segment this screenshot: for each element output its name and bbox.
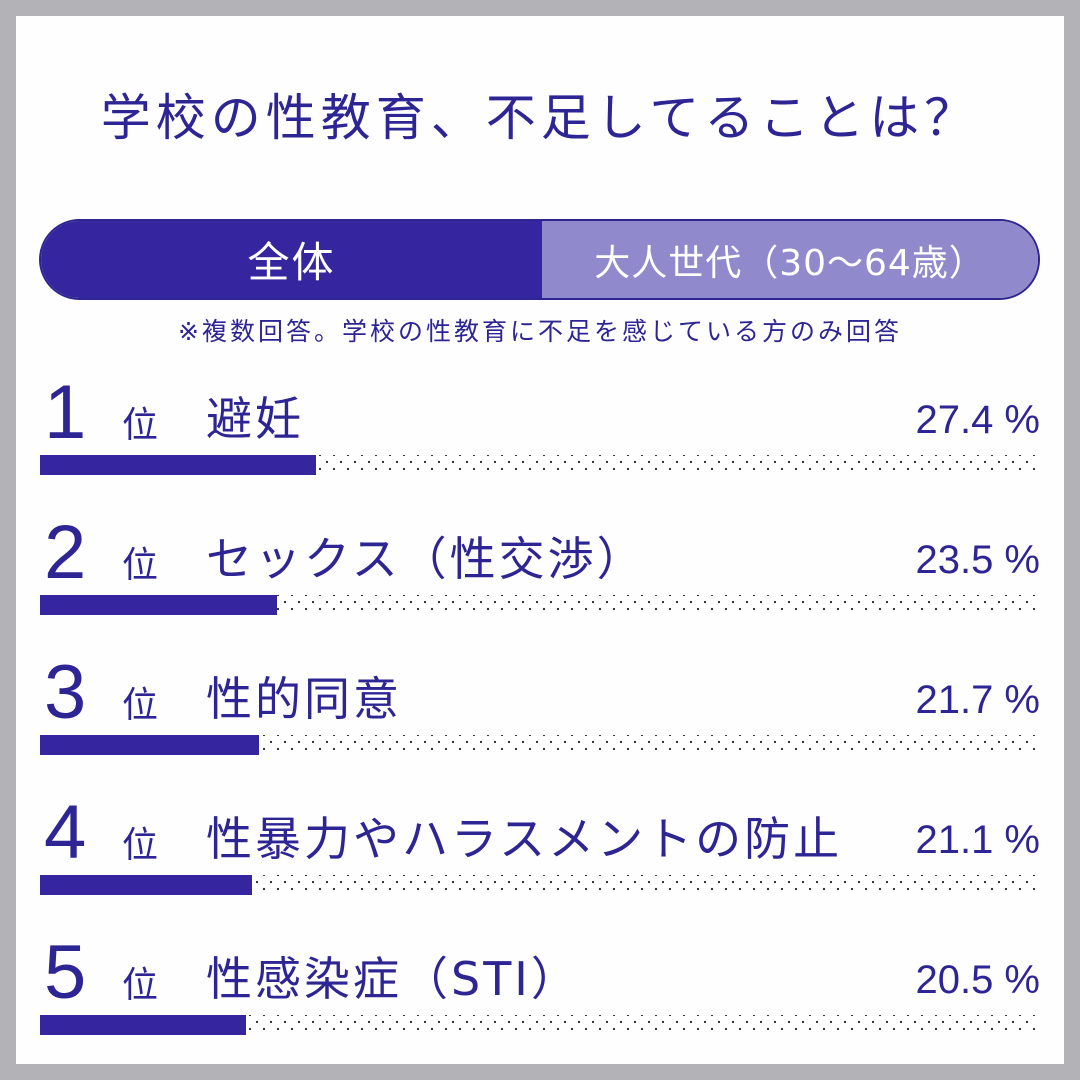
item-label: 性的同意	[206, 672, 402, 726]
value-bar	[40, 595, 277, 615]
rank-suffix: 位	[122, 965, 159, 1006]
rank-number: 5	[44, 930, 87, 1015]
percentage-value: 27.4 %	[915, 398, 1040, 442]
segment-toggle[interactable]: 全体 大人世代（30〜64歳）	[39, 219, 1040, 300]
ranking-row: 3 位 性的同意 21.7 %	[40, 650, 1040, 768]
chart-title: 学校の性教育、不足してることは？	[100, 89, 980, 147]
bar-track	[40, 735, 1040, 755]
rank-suffix: 位	[122, 545, 159, 586]
item-label: 性感染症（STI）	[206, 952, 580, 1006]
percentage-value: 21.1 %	[915, 818, 1040, 862]
ranking-row: 5 位 性感染症（STI） 20.5 %	[40, 930, 1040, 1048]
bar-track	[40, 455, 1040, 475]
rank-number: 1	[44, 370, 87, 455]
item-label: 性暴力やハラスメントの防止	[206, 812, 843, 866]
item-label: セックス（性交渉）	[206, 532, 646, 586]
rank-suffix: 位	[122, 405, 159, 446]
percentage-value: 20.5 %	[915, 958, 1040, 1002]
toggle-all-button[interactable]: 全体	[41, 221, 542, 298]
bar-track	[40, 1015, 1040, 1035]
percentage-value: 23.5 %	[915, 538, 1040, 582]
footnote: ※複数回答。学校の性教育に不足を感じている方のみ回答	[178, 317, 902, 346]
rank-number: 4	[44, 790, 87, 875]
value-bar	[40, 455, 316, 475]
item-label: 避妊	[206, 392, 304, 446]
rank-suffix: 位	[122, 825, 159, 866]
rank-number: 2	[44, 510, 87, 595]
ranking-row: 1 位 避妊 27.4 %	[40, 370, 1040, 488]
value-bar	[40, 735, 259, 755]
bar-track	[40, 875, 1040, 895]
toggle-adult-generation-button[interactable]: 大人世代（30〜64歳）	[542, 221, 1038, 298]
percentage-value: 21.7 %	[915, 678, 1040, 722]
value-bar	[40, 1015, 247, 1035]
ranking-row: 2 位 セックス（性交渉） 23.5 %	[40, 510, 1040, 628]
bar-track	[40, 595, 1040, 615]
value-bar	[40, 875, 253, 895]
rank-number: 3	[44, 650, 87, 735]
rank-suffix: 位	[122, 685, 159, 726]
ranking-row: 4 位 性暴力やハラスメントの防止 21.1 %	[40, 790, 1040, 908]
